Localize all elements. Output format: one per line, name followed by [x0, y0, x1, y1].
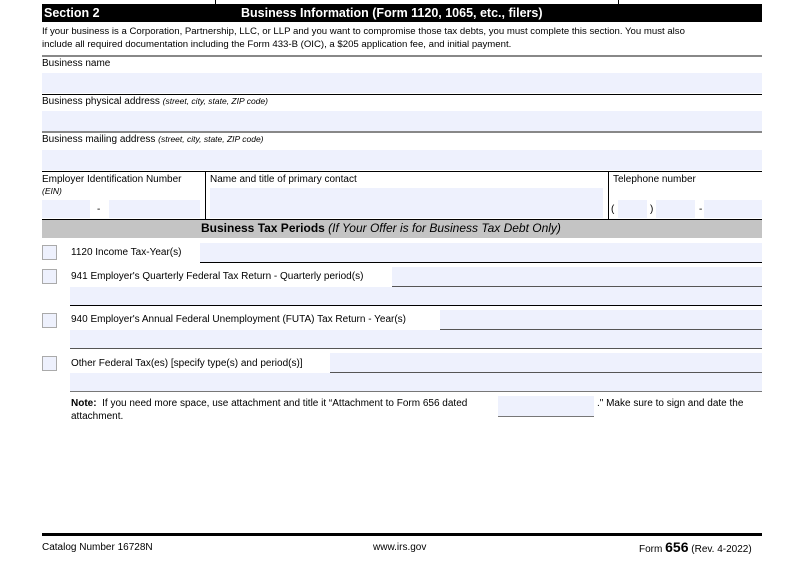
ein-prefix-input[interactable]: [42, 200, 90, 218]
label-text: Business mailing address: [42, 134, 156, 145]
divider: [205, 171, 206, 219]
checkbox-1120[interactable]: [42, 245, 57, 260]
phone-area-code-input[interactable]: [618, 200, 647, 218]
label-1120: 1120 Income Tax-Year(s): [71, 247, 182, 258]
intro-line-1: If your business is a Corporation, Partn…: [42, 26, 685, 37]
form-prefix: Form: [639, 544, 663, 555]
contact-label: Name and title of primary contact: [210, 174, 357, 185]
tax-periods-header: Business Tax Periods (If Your Offer is f…: [42, 220, 762, 238]
divider: [608, 171, 609, 219]
input-other-tax[interactable]: [330, 353, 762, 372]
input-1120-years[interactable]: [200, 243, 762, 262]
label-text: Business physical address: [42, 96, 160, 107]
business-name-label: Business name: [42, 58, 111, 69]
label-other: Other Federal Tax(es) [specify type(s) a…: [71, 358, 303, 369]
section-number: Section 2: [44, 6, 100, 20]
divider: [330, 372, 762, 373]
section-header: Section 2 Business Information (Form 112…: [42, 5, 762, 22]
form-id: Form 656 (Rev. 4-2022): [639, 539, 752, 555]
contact-input[interactable]: [210, 188, 603, 218]
hint-text: (street, city, state, ZIP code): [162, 96, 268, 106]
ein-separator: -: [97, 204, 101, 215]
ein-label: Employer Identification Number: [42, 174, 182, 185]
divider: [42, 94, 762, 95]
note-text-2: ." Make sure to sign and date the: [597, 398, 744, 409]
note-text: Note: If you need more space, use attach…: [71, 398, 467, 409]
input-941-periods[interactable]: [392, 267, 762, 286]
divider: [70, 348, 762, 349]
intro-line-2: include all required documentation inclu…: [42, 39, 512, 50]
hint-text: (street, city, state, ZIP code): [158, 134, 264, 144]
divider: [215, 0, 216, 5]
business-name-input[interactable]: [42, 73, 762, 93]
checkbox-940[interactable]: [42, 313, 57, 328]
note-text-3: attachment.: [71, 411, 124, 422]
phone-prefix-input[interactable]: [656, 200, 695, 218]
footer-rule: [42, 533, 762, 536]
input-940-years[interactable]: [440, 310, 762, 329]
divider: [42, 131, 762, 133]
divider: [440, 329, 762, 330]
physical-address-label: Business physical address (street, city,…: [42, 96, 268, 107]
note-text-1: If you need more space, use attachment a…: [102, 398, 468, 409]
attachment-date-input[interactable]: [498, 396, 594, 416]
input-941-periods-cont[interactable]: [70, 287, 762, 305]
ein-hint: (EIN): [42, 186, 62, 196]
checkbox-941[interactable]: [42, 269, 57, 284]
form-revision: (Rev. 4-2022): [691, 544, 752, 555]
divider: [42, 171, 762, 172]
label-940: 940 Employer's Annual Federal Unemployme…: [71, 314, 407, 325]
phone-line-input[interactable]: [704, 200, 762, 218]
physical-address-input[interactable]: [42, 111, 762, 131]
phone-close-paren: ): [650, 204, 654, 215]
note-label: Note:: [71, 398, 97, 409]
divider: [42, 4, 762, 5]
form-number: 656: [665, 539, 689, 555]
mailing-address-input[interactable]: [42, 150, 762, 170]
tax-periods-title: Business Tax Periods: [201, 221, 325, 235]
catalog-number: Catalog Number 16728N: [42, 542, 153, 553]
checkbox-other[interactable]: [42, 356, 57, 371]
tax-periods-subtitle: (If Your Offer is for Business Tax Debt …: [328, 221, 561, 235]
phone-open-paren: (: [611, 204, 615, 215]
mailing-address-label: Business mailing address (street, city, …: [42, 134, 264, 145]
input-940-years-cont[interactable]: [70, 330, 762, 348]
phone-label: Telephone number: [613, 174, 696, 185]
divider: [392, 286, 762, 287]
divider: [70, 391, 762, 392]
divider: [70, 305, 762, 306]
website: www.irs.gov: [373, 542, 427, 553]
divider: [618, 0, 619, 5]
phone-separator: -: [699, 204, 703, 215]
input-other-tax-cont[interactable]: [70, 373, 762, 391]
divider: [498, 416, 594, 417]
divider: [200, 262, 762, 263]
divider: [42, 219, 762, 220]
ein-suffix-input[interactable]: [109, 200, 200, 218]
divider: [42, 55, 762, 57]
section-title: Business Information (Form 1120, 1065, e…: [241, 6, 543, 20]
label-941: 941 Employer's Quarterly Federal Tax Ret…: [71, 271, 364, 282]
